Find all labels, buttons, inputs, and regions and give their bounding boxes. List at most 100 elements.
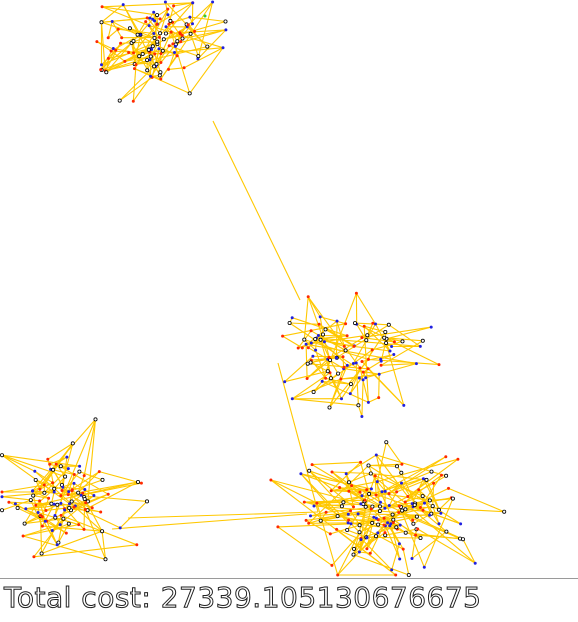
route-node-blue xyxy=(36,511,40,514)
route-node-red xyxy=(83,508,87,511)
route-node-white xyxy=(175,39,180,44)
route-node-red xyxy=(414,533,418,537)
route-node-blue xyxy=(309,514,312,518)
route-node-red xyxy=(330,563,334,567)
route-node-white xyxy=(66,521,71,526)
route-edge xyxy=(190,33,199,57)
route-node-blue xyxy=(356,512,360,516)
route-node-white xyxy=(365,333,370,338)
route-node-blue xyxy=(346,521,350,525)
route-node-red xyxy=(440,473,443,477)
route-node-red xyxy=(330,470,334,474)
route-node-white xyxy=(49,501,54,506)
route-node-white xyxy=(400,508,405,513)
route-node-blue xyxy=(31,489,34,493)
route-node-white xyxy=(436,507,441,512)
route-node-blue xyxy=(375,480,379,484)
route-node-blue xyxy=(388,524,392,528)
route-node-red xyxy=(328,532,332,536)
route-node-white xyxy=(406,573,411,578)
route-node-red xyxy=(309,329,313,333)
route-edge xyxy=(311,464,386,509)
route-edge xyxy=(35,488,55,506)
route-edge xyxy=(355,293,376,325)
route-node-white xyxy=(137,54,142,59)
route-edge xyxy=(448,487,505,513)
route-node-red xyxy=(360,360,364,363)
route-node-red xyxy=(418,506,422,509)
route-node-red xyxy=(159,61,163,64)
route-node-red xyxy=(131,99,135,103)
route-node-blue xyxy=(366,400,370,404)
route-node-red xyxy=(417,488,421,492)
route-node-blue xyxy=(390,345,394,348)
route-node-blue xyxy=(151,17,155,21)
route-node-red xyxy=(133,67,136,71)
route-node-white xyxy=(420,494,425,499)
route-node-red xyxy=(0,490,4,494)
route-edge xyxy=(176,23,193,42)
route-edge xyxy=(411,531,447,559)
route-node-red xyxy=(167,44,171,48)
route-node-white xyxy=(146,47,151,52)
route-node-red xyxy=(153,52,157,56)
route-node-blue xyxy=(61,485,65,489)
route-edge xyxy=(105,46,208,72)
route-edge xyxy=(284,370,328,383)
cluster-link-edge xyxy=(111,513,308,530)
route-node-white xyxy=(400,339,405,344)
route-node-white xyxy=(320,332,325,337)
route-node-red xyxy=(123,59,127,63)
route-node-white xyxy=(148,54,153,59)
route-edge xyxy=(84,509,107,560)
route-node-red xyxy=(47,496,51,500)
route-node-white xyxy=(0,453,4,458)
route-node-white xyxy=(160,48,165,53)
route-node-blue xyxy=(191,1,195,5)
route-node-red xyxy=(392,340,396,344)
route-node-red xyxy=(46,457,50,461)
route-node-red xyxy=(40,515,44,519)
route-node-red xyxy=(362,324,366,328)
route-edge xyxy=(361,326,432,339)
route-node-white xyxy=(158,31,163,36)
route-node-blue xyxy=(374,322,377,326)
route-edge xyxy=(361,379,364,417)
route-node-blue xyxy=(418,344,422,348)
route-edge xyxy=(1,454,36,472)
route-edge xyxy=(131,42,153,78)
route-node-red xyxy=(387,492,391,496)
route-edge xyxy=(41,530,103,555)
route-node-red xyxy=(64,531,68,535)
route-node-blue xyxy=(52,502,56,506)
route-node-white xyxy=(394,525,399,530)
route-node-white xyxy=(55,502,60,507)
route-node-blue xyxy=(55,543,59,547)
cluster-link-edge xyxy=(127,511,319,519)
route-node-white xyxy=(429,469,434,474)
route-node-blue xyxy=(59,501,63,505)
route-node-red xyxy=(338,486,342,489)
route-edge xyxy=(388,324,421,347)
route-node-red xyxy=(300,346,304,350)
route-node-red xyxy=(281,334,285,338)
route-edge xyxy=(160,44,177,63)
route-node-white xyxy=(135,479,140,484)
route-node-red xyxy=(403,500,407,504)
route-node-blue xyxy=(392,353,396,356)
route-node-red xyxy=(99,68,103,72)
route-node-white xyxy=(391,517,396,522)
route-node-red xyxy=(345,334,349,338)
route-node-red xyxy=(302,500,306,504)
route-edge xyxy=(391,543,400,571)
route-edge xyxy=(349,368,369,394)
route-edge xyxy=(99,471,142,484)
route-edge xyxy=(350,523,360,533)
route-node-blue xyxy=(148,16,152,20)
route-node-white xyxy=(364,338,369,343)
route-node-white xyxy=(0,508,4,513)
route-node-white xyxy=(100,477,105,482)
route-edge xyxy=(369,524,385,554)
route-node-blue xyxy=(386,521,390,525)
route-edge xyxy=(170,31,191,94)
